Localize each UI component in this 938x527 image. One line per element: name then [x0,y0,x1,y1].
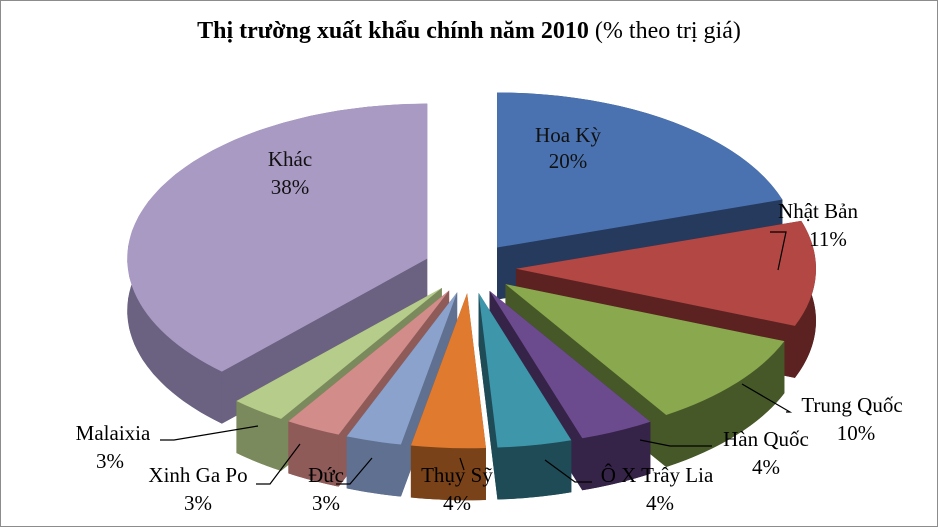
data-label-value: 3% [312,491,340,515]
data-label-value: 3% [184,491,212,515]
data-label-value: 10% [837,421,876,445]
leader-line [770,231,787,271]
data-label-value: 11% [809,227,847,251]
data-label-category: Hoa Kỳ [535,123,601,147]
pie-slice-top [127,103,428,372]
data-label-value: 38% [271,175,310,199]
pie-slice-top [489,290,651,439]
data-label-category: Nhật Bản [778,199,858,223]
data-label-category: Trung Quốc [801,393,902,417]
leader-line [544,459,592,483]
data-label-value: 3% [96,449,124,473]
pie-slice-outer-wall [288,421,339,487]
pie-slice-top [497,92,783,248]
pie-slice-outer-wall [410,445,486,501]
data-label-category: Đức [308,463,344,487]
pie-slice-thụy-sỹ [410,293,486,501]
data-label-category: Hàn Quốc [723,427,809,451]
data-label-category: Xinh Ga Po [148,463,247,487]
leader-line [459,457,465,471]
pie-slice-top [505,284,785,415]
pie-slice-outer-wall [497,440,572,500]
pie-slice-top [478,292,572,448]
chart-title-suffix: (% theo trị giá) [594,18,741,44]
data-label-category: Khác [268,147,312,171]
pie-slice-top [236,287,442,419]
pie-slice-outer-wall [236,400,282,471]
pie-slice-outer-wall [582,421,651,491]
data-label-category: Ô X Trây Lia [601,463,714,487]
pie-slice-outer-wall [666,341,785,467]
pie-slice-outer-wall [346,436,401,497]
pie-slice-ô-x-trây-lia [478,292,572,500]
pie-slice-top [288,290,450,435]
chart-title-main: Thị trường xuất khẩu chính năm 2010 [197,18,589,44]
leader-line [639,439,712,447]
pie-slice-top [346,292,458,445]
leader-line [256,443,301,485]
pie-slice-top [410,293,486,449]
data-label-category: Thụy Sỹ [421,463,493,487]
chart-title: Thị trường xuất khẩu chính năm 2010 (% t… [0,18,938,45]
pie-slice-wall [478,292,498,500]
leader-line [160,425,259,441]
leader-line [336,457,373,485]
pie-slice-top [515,220,816,326]
data-label-value: 4% [752,455,780,479]
leader-line [741,383,793,413]
data-label-value: 20% [549,149,588,173]
data-label-category: Malaixia [76,421,151,445]
data-label-value: 4% [443,491,471,515]
pie-slice-đức [346,292,458,497]
data-label-value: 4% [646,491,674,515]
